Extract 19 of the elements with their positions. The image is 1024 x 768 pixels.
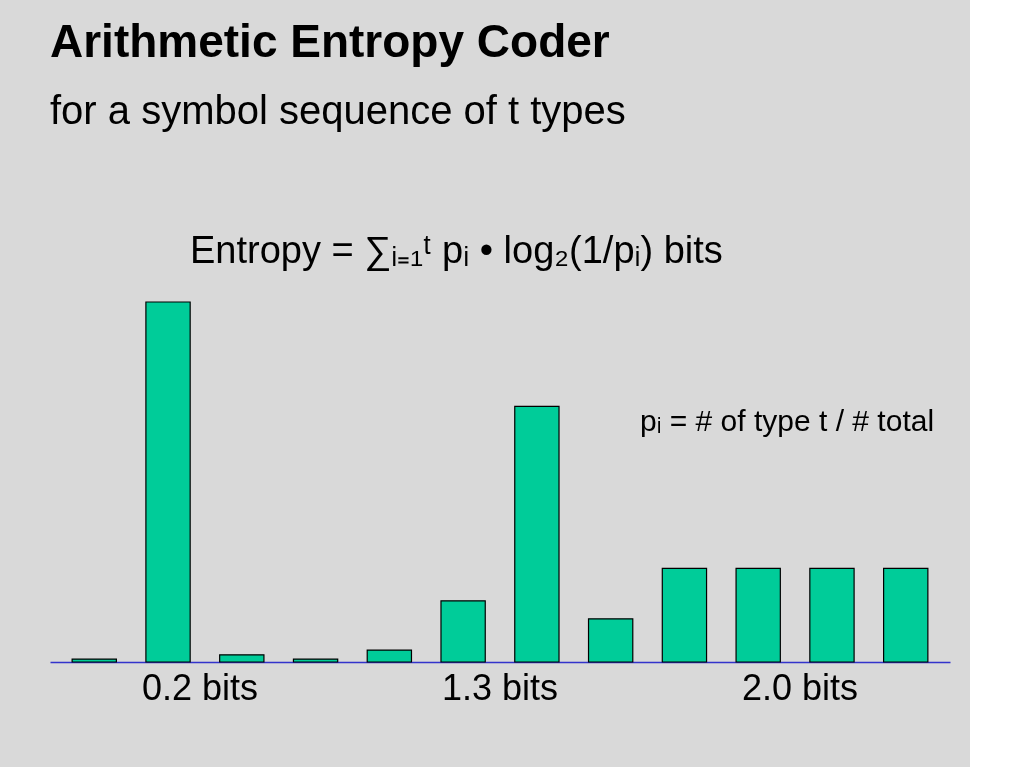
bar: [292, 658, 339, 663]
bar: [71, 658, 117, 663]
bar: [587, 618, 634, 663]
text: 0.2 bits: [141, 667, 259, 708]
bar: [514, 405, 560, 663]
bar: [145, 301, 191, 663]
bar: [735, 567, 781, 663]
bar: [661, 567, 708, 663]
bar: [809, 567, 855, 663]
bar: [219, 654, 265, 663]
chart-subtitle: for a symbol sequence of t types: [50, 88, 626, 132]
annotation: pᵢ = # of type t / # total: [640, 404, 935, 437]
bar: [883, 567, 929, 663]
bar: [440, 600, 486, 663]
text: Entropy = ∑ᵢ₌₁ᵗ pᵢ • log₂(1/pᵢ) bits: [190, 229, 723, 272]
chart-title: Arithmetic Entropy Coder: [50, 15, 610, 67]
bar: [366, 649, 413, 663]
text: 1.3 bits: [441, 667, 559, 708]
text: 2.0 bits: [741, 667, 859, 708]
